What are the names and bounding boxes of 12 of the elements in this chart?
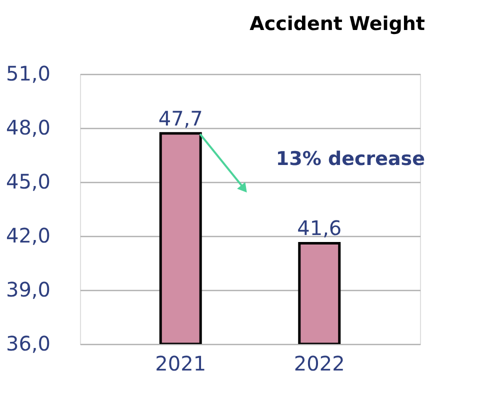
data-label: 47,7: [158, 106, 203, 130]
y-tick-label: 45,0: [6, 170, 50, 194]
y-tick-label: 39,0: [6, 278, 50, 302]
y-tick-label: 48,0: [6, 116, 50, 140]
y-tick-label: 51,0: [6, 62, 50, 86]
x-tick-label: 2022: [294, 352, 345, 376]
data-label: 41,6: [297, 216, 342, 240]
y-tick-label: 36,0: [6, 332, 50, 356]
x-tick-label: 2021: [155, 352, 206, 376]
chart-title: Accident Weight: [250, 13, 425, 35]
annotation: 13% decrease: [276, 148, 425, 170]
y-tick-label: 42,0: [6, 224, 50, 248]
